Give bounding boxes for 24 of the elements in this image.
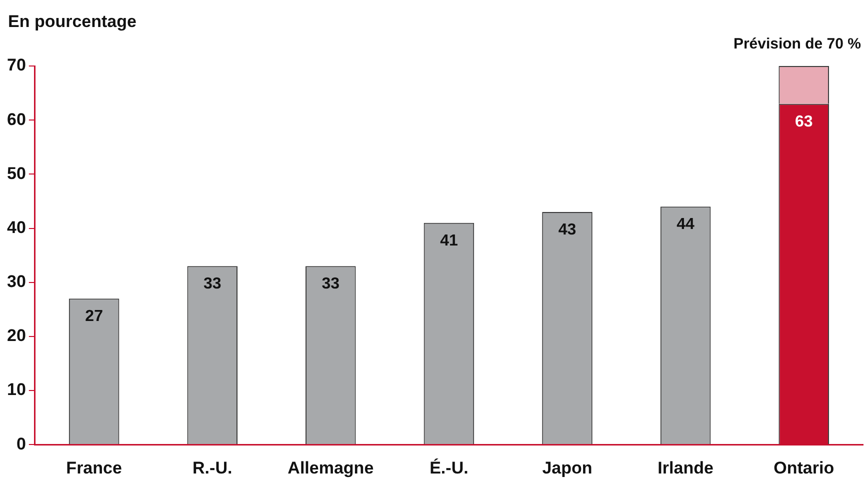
y-tick-label: 70	[6, 56, 26, 75]
x-tick-label: Allemagne	[288, 458, 374, 478]
x-tick-label: Irlande	[658, 458, 714, 478]
y-tick-label: 40	[6, 218, 26, 237]
data-label: 41	[440, 232, 458, 250]
x-tick-label: Ontario	[774, 458, 834, 478]
y-tick-label: 50	[6, 164, 26, 183]
data-label: 43	[558, 221, 576, 238]
x-tick-label: France	[66, 458, 122, 478]
y-tick-label: 60	[6, 110, 26, 129]
data-label: 33	[322, 276, 340, 293]
data-label: 27	[85, 308, 104, 325]
x-tick-label: Japon	[542, 458, 592, 478]
x-tick-label: É.-U.	[430, 457, 468, 478]
data-label: 44	[676, 216, 695, 234]
x-tick-label: R.-U.	[192, 458, 232, 478]
y-tick-label: 30	[6, 272, 26, 292]
data-label: 63	[794, 113, 813, 130]
y-tick-label: 20	[6, 326, 26, 346]
annotation: Prévision de 70 %	[733, 36, 861, 53]
y-axis-title: En pourcentage	[8, 12, 136, 32]
data-label: 33	[203, 276, 222, 293]
y-tick-label: 10	[6, 380, 26, 400]
y-tick-label: 0	[16, 434, 26, 454]
